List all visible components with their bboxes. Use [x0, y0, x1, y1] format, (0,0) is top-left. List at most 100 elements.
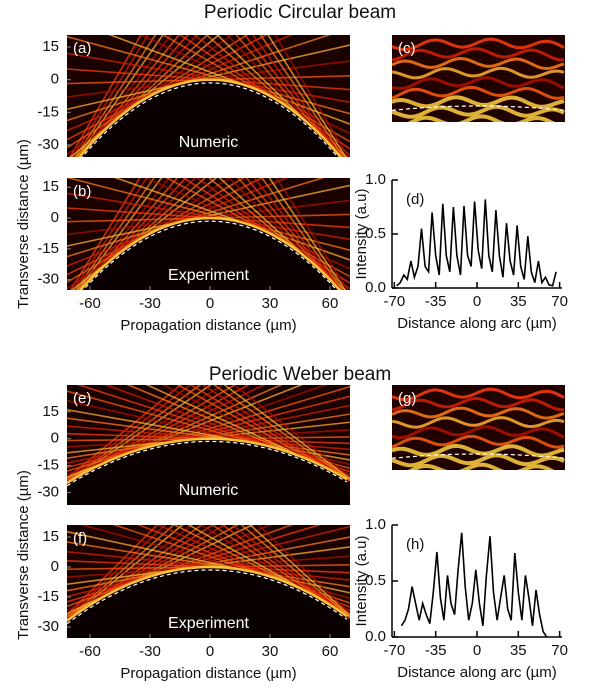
- x-tick-label: -70: [384, 642, 406, 659]
- intensity-band: [392, 56, 565, 71]
- x-tick-label: 70: [551, 642, 568, 659]
- x-tick-label: 0: [206, 643, 214, 660]
- panel-image: [67, 525, 350, 638]
- theory-curve: [392, 453, 565, 459]
- intensity-band: [392, 47, 564, 62]
- theory-curve: [81, 82, 339, 157]
- x-tick-label: -70: [384, 293, 406, 310]
- caustic-ray: [139, 35, 350, 135]
- y-tick-label: 0: [51, 71, 59, 88]
- caustic-ray: [67, 178, 350, 251]
- shadow-region: [67, 218, 350, 290]
- caustic-ray: [201, 385, 350, 482]
- caustic-ray: [267, 35, 347, 157]
- x-tick-label: -60: [79, 295, 101, 312]
- caustic-ray: [67, 525, 294, 608]
- caustic-ray: [235, 35, 342, 157]
- caustic-ray: [249, 525, 350, 617]
- shadow-region: [67, 438, 350, 505]
- caustic-ray: [67, 192, 350, 241]
- caustic-ray: [108, 35, 350, 125]
- x-axis-label: Distance along arc (µm): [397, 315, 557, 332]
- caustic-ray: [240, 525, 350, 618]
- intensity-band: [392, 85, 565, 100]
- intensity-band: [392, 66, 565, 80]
- caustic-ray: [67, 178, 264, 276]
- x-tick-label: -35: [425, 642, 447, 659]
- y-tick-label: 0: [51, 430, 59, 447]
- caustic: [77, 78, 343, 157]
- caustic-ray: [72, 178, 148, 290]
- caustic-ray: [67, 178, 289, 267]
- panel-label: (b): [73, 183, 91, 200]
- caustic: [67, 565, 348, 622]
- x-tick-label: 60: [322, 643, 339, 660]
- annotation: Experiment: [168, 615, 249, 632]
- caustic-ray: [233, 385, 350, 478]
- y-tick-label: -30: [37, 483, 59, 500]
- panel-label: (g): [398, 390, 416, 407]
- panel-label: (c): [398, 40, 416, 57]
- caustic-ray: [176, 385, 350, 482]
- panel-image: [67, 35, 350, 157]
- caustic-ray: [69, 35, 142, 157]
- caustic-ray: [243, 35, 342, 157]
- caustic-ray: [74, 35, 157, 157]
- caustic-ray: [67, 541, 350, 588]
- caustic-ray: [67, 530, 350, 594]
- caustic-ray: [259, 35, 345, 157]
- intensity-band: [392, 406, 565, 420]
- caustic-ray: [67, 35, 294, 132]
- panel-label: (h): [406, 536, 424, 553]
- intensity-band: [392, 453, 565, 468]
- x-tick-label: -30: [139, 643, 161, 660]
- caustic-ray: [226, 35, 343, 157]
- caustic-ray: [251, 35, 343, 157]
- caustic-ray: [67, 35, 332, 122]
- x-tick-label: 0: [206, 295, 214, 312]
- y-tick-label: 0.0: [365, 279, 386, 296]
- data-line: [396, 199, 557, 287]
- intensity-band: [392, 416, 565, 429]
- intensity-band: [407, 114, 555, 122]
- y-tick-label: 15: [42, 528, 59, 545]
- intensity-band: [392, 434, 565, 449]
- panel-label: (e): [73, 390, 91, 407]
- caustic-ray: [268, 178, 347, 290]
- data-line: [400, 532, 548, 638]
- section-title: Periodic Weber beam: [209, 364, 391, 385]
- caustic-ray: [245, 178, 342, 290]
- caustic-ray: [212, 385, 350, 481]
- y-tick-label: 15: [42, 403, 59, 420]
- caustic-ray: [274, 35, 350, 157]
- caustic-ray: [67, 408, 350, 461]
- panel-image: [392, 35, 565, 122]
- caustic-ray: [223, 385, 350, 480]
- section-title: Periodic Circular beam: [204, 2, 396, 23]
- panel-image: [67, 178, 350, 290]
- intensity-band: [392, 76, 565, 91]
- x-tick-label: 60: [322, 295, 339, 312]
- caustic-ray: [199, 525, 350, 618]
- intensity-band: [392, 425, 565, 440]
- caustic-ray: [67, 178, 325, 258]
- caustic-ray: [211, 525, 350, 619]
- caustic-ray: [67, 417, 350, 456]
- y-tick-label: -15: [37, 588, 59, 605]
- y-tick-label: -15: [37, 103, 59, 120]
- caustic-ray: [221, 525, 350, 620]
- intensity-band: [392, 443, 565, 458]
- shadow-region: [67, 567, 350, 638]
- panel-label: (d): [406, 191, 424, 208]
- y-tick-label: 0.0: [365, 628, 386, 645]
- y-tick-label: 0: [51, 209, 59, 226]
- caustic-ray: [261, 178, 344, 290]
- x-tick-label: 35: [510, 293, 527, 310]
- y-tick-label: -30: [37, 136, 59, 153]
- x-tick-label: 30: [262, 295, 279, 312]
- panel-label: (f): [73, 530, 87, 547]
- y-tick-label: 0: [51, 558, 59, 575]
- caustic-ray: [113, 178, 350, 261]
- caustic-ray: [67, 178, 245, 283]
- caustic-ray: [237, 178, 341, 290]
